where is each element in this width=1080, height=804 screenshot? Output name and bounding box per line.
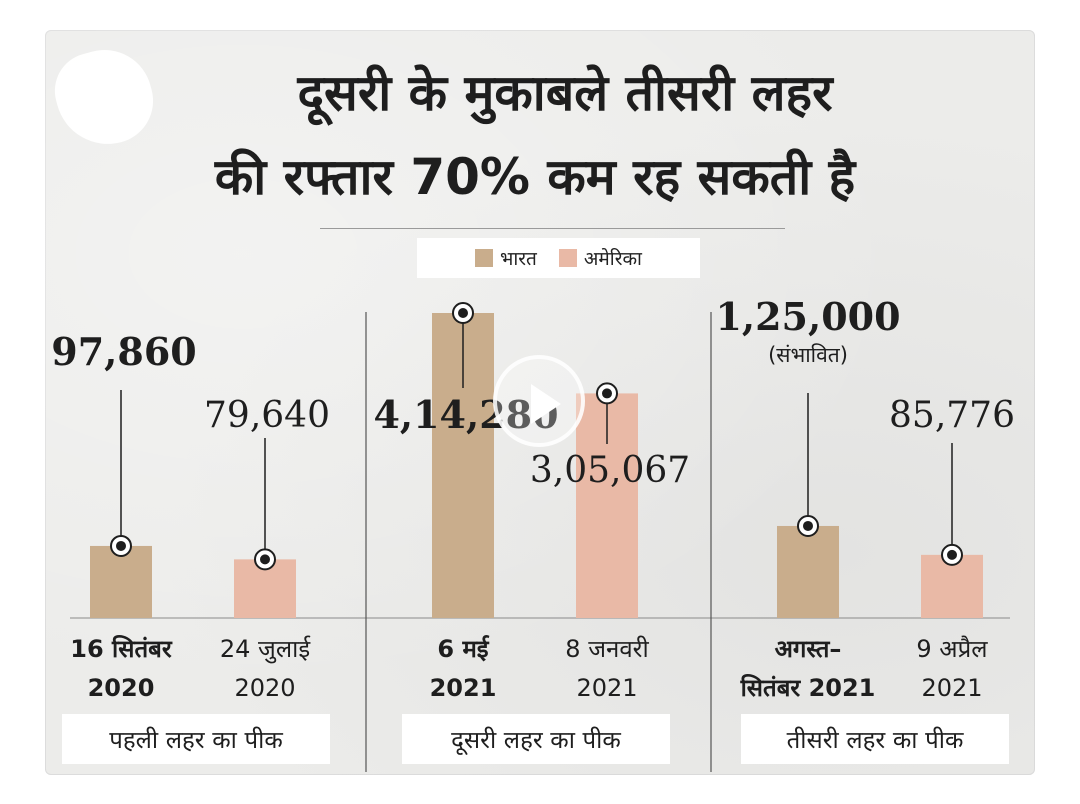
group-label-box	[62, 714, 330, 764]
date-label: 2021	[430, 674, 497, 702]
legend-item-usa: अमेरिका	[558, 245, 642, 271]
date-label: 6 मई	[437, 635, 489, 663]
group-label: पहली लहर का पीक	[109, 726, 283, 754]
title-line-1: दूसरी के मुकाबले तीसरी लहर	[297, 64, 833, 122]
date-label: 16 सितंबर	[70, 635, 173, 663]
value-marker-dot	[116, 540, 126, 551]
value-label: 79,640	[204, 395, 330, 436]
bar	[777, 525, 839, 618]
value-label: 85,776	[889, 395, 1015, 436]
legend-label-india: भारत	[500, 248, 537, 270]
value-sublabel: (संभावित)	[768, 343, 848, 367]
value-marker-dot	[458, 308, 468, 318]
date-label: 9 अप्रैल	[916, 635, 988, 663]
legend: भारत अमेरिका	[417, 238, 700, 278]
date-label: 24 जुलाई	[220, 635, 311, 664]
play-button[interactable]	[493, 355, 585, 447]
value-marker-dot	[947, 549, 957, 560]
date-label: 2020	[234, 674, 295, 702]
value-marker-dot	[602, 388, 612, 399]
title-rule	[320, 228, 785, 229]
legend-swatch-india	[475, 249, 493, 267]
legend-item-india: भारत	[475, 245, 537, 271]
group-label-box	[741, 714, 1009, 764]
value-label: 3,05,067	[530, 450, 690, 491]
group-label: तीसरी लहर का पीक	[787, 726, 964, 754]
bar	[90, 545, 152, 618]
value-marker-dot	[260, 554, 270, 565]
date-label: 2021	[921, 674, 982, 702]
date-label: 2020	[88, 674, 155, 702]
date-label: 8 जनवरी	[565, 635, 649, 663]
value-label: 1,25,000	[715, 294, 900, 339]
play-icon	[531, 384, 561, 424]
legend-swatch-usa	[558, 249, 577, 267]
group-label-box	[402, 714, 670, 764]
date-label: अगस्त–	[775, 635, 842, 663]
value-label: 97,860	[51, 329, 196, 374]
legend-label-usa: अमेरिका	[583, 248, 642, 270]
value-marker-dot	[803, 520, 813, 531]
date-label: सितंबर 2021	[740, 674, 876, 702]
date-label: 2021	[576, 674, 637, 702]
title-line-2: की रफ्तार 70% कम रह सकती है	[214, 148, 856, 206]
group-label: दूसरी लहर का पीक	[451, 726, 621, 756]
